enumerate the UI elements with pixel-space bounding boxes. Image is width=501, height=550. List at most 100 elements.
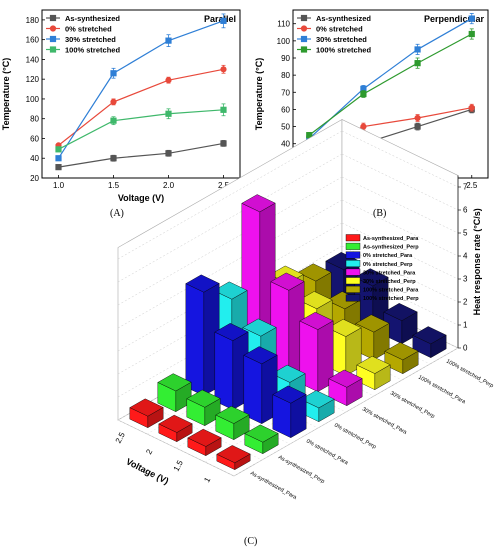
bar-as-synthesized-para-1 (216, 445, 251, 471)
legend-label: 0% stretched (316, 25, 363, 34)
plot-frame (41, 9, 241, 179)
legend-swatch (345, 260, 361, 267)
bar-top (298, 291, 333, 310)
legend-swatch (345, 285, 361, 293)
data-point (110, 98, 117, 106)
legend-marker (49, 25, 57, 32)
series-line (308, 33, 473, 136)
bar-top (384, 342, 419, 361)
data-point (360, 90, 367, 98)
panel-title: Perpendicular (424, 14, 485, 24)
legend-swatch (345, 234, 361, 242)
bar-top (213, 281, 248, 300)
y-tick-label: 180 (26, 16, 40, 25)
series-30-stretched (55, 13, 227, 162)
bar-top (412, 326, 447, 345)
series-as-synthesized (55, 140, 227, 171)
bar-top (158, 414, 193, 433)
bar-30-stretched-perp-1 (356, 355, 391, 391)
z-tick-label: 5 (463, 229, 468, 238)
y-tick-label: 80 (281, 71, 290, 80)
data-point (360, 123, 367, 130)
data-point (55, 146, 62, 153)
z-grid-back (341, 153, 459, 211)
depth-label: 30% stretched_Para (361, 407, 408, 437)
bar-top (216, 445, 251, 464)
y-tick-label: 120 (26, 75, 40, 84)
bar-front (185, 283, 205, 397)
y-tick-label: 100 (26, 95, 40, 104)
z-tick-label: 2 (463, 298, 468, 307)
legend-marker (300, 14, 308, 22)
series-100-stretched (55, 103, 227, 153)
y-tick-label: 50 (281, 123, 290, 132)
bar-top (157, 373, 192, 392)
legend-label: 30% stretched_Para (363, 270, 416, 276)
bar-top (214, 323, 249, 341)
y-axis-title: Temperature (°C) (1, 58, 11, 130)
y-tick-label: 140 (26, 55, 40, 64)
chart-panel-c: 0 1 2 3 4 5 6 7 Heat response rate (°C/s) 1 1.5 2 2.… (114, 118, 494, 502)
legend-marker (300, 25, 308, 32)
legend-label: 100% stretched (65, 46, 120, 55)
legend-label: 30% stretched_Perp (363, 279, 416, 285)
voltage-tick-label: 1 (202, 475, 212, 484)
bar-top (383, 303, 418, 321)
z-tick-label: 0 (463, 344, 468, 353)
z-tick-label: 6 (463, 206, 468, 215)
bar-top (129, 398, 164, 417)
data-point (220, 140, 227, 147)
chart-panel-a: 20 40 60 80 100 120 140 160 180 1.0 1.5 2.0 2.5 Volta… (1, 9, 241, 203)
bar-top (272, 385, 307, 404)
z-grid-back (341, 199, 459, 257)
z-grid-left (117, 176, 343, 306)
legend-marker (300, 46, 308, 53)
legend-label: 0% stretched (65, 25, 112, 34)
bar-as-synthesized-perp-2 (186, 389, 221, 427)
series-line (58, 68, 224, 146)
data-point (55, 155, 62, 162)
x-tick-label: 1.0 (53, 181, 65, 190)
data-point (55, 164, 62, 171)
bar-top (241, 194, 276, 213)
series-line (58, 109, 224, 150)
bar-0-stretched-para-2 (214, 323, 249, 411)
legend-label: As-synthesized (65, 14, 120, 23)
bar-as-synthesized-para-2p5 (129, 398, 164, 429)
bar-top (186, 389, 221, 408)
data-point (414, 123, 421, 130)
z-grid-back (341, 245, 459, 303)
legend-label: As-synthesized (316, 14, 371, 23)
bar-top (185, 274, 220, 293)
series-line (308, 18, 473, 140)
series-100-stretched (306, 28, 475, 139)
data-point (414, 60, 421, 67)
x-tick-label: 2.0 (163, 181, 175, 190)
legend-label: 0% stretched_Para (363, 253, 413, 259)
y-tick-label: 90 (281, 54, 290, 63)
y-tick-label: 20 (30, 174, 39, 183)
z-grid-back (341, 130, 459, 188)
floor-grid-v (117, 419, 235, 477)
z-axis: 0 1 2 3 4 5 6 7 Heat response rate (°C/s) (457, 175, 482, 353)
series-0-stretched (55, 64, 227, 149)
depth-label: As-synthesized_Para (249, 471, 298, 502)
y-tick-label: 100 (277, 37, 291, 46)
depth-label: 0% stretched_Para (305, 439, 350, 467)
z-tick-label: 1 (463, 321, 468, 330)
data-point (468, 15, 475, 22)
bar-100-stretched-para-1 (384, 342, 419, 375)
legend-label: As-synthesized_Perp (363, 245, 419, 251)
legend-marker (300, 35, 308, 43)
bar-top (300, 390, 335, 409)
y-tick-label: 60 (30, 134, 39, 143)
bar-top (243, 346, 278, 365)
bar-0-stretched-para-2p5 (185, 274, 220, 397)
depth-label: 30% stretched_Perp (389, 391, 436, 420)
data-point (165, 150, 172, 157)
data-point (468, 104, 475, 111)
data-point (468, 30, 475, 38)
legend-label: 30% stretched (65, 35, 116, 44)
y-tick-label: 80 (30, 115, 39, 124)
z-grid-left (117, 153, 343, 283)
